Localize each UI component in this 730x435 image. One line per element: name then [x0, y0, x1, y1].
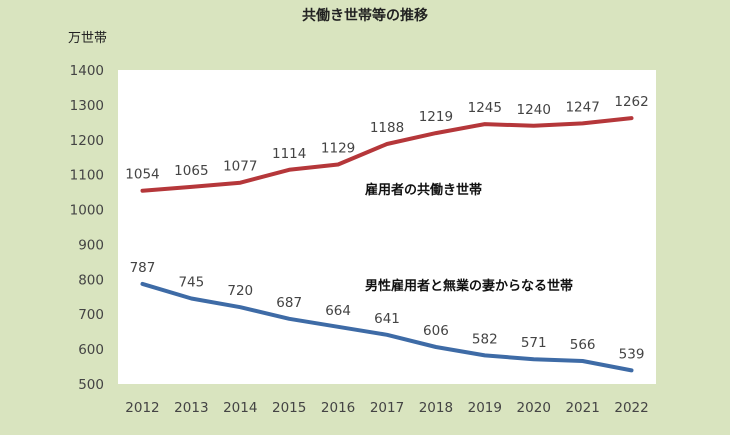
- x-tick-label: 2022: [614, 400, 648, 416]
- y-axis-ticks: 500 600 700 800 900 1000 1100 1200 1300 1400: [70, 63, 104, 393]
- y-tick-label: 1200: [70, 133, 104, 149]
- series-name-label: 雇用者の共働き世帯: [365, 182, 482, 198]
- series-name-label: 男性雇用者と無業の妻からなる世帯: [365, 278, 573, 294]
- data-label: 606: [423, 323, 449, 339]
- data-labels-layer: 1054 1065 1077 1114 1129 1188 1219 1245 1240 1247…: [125, 94, 648, 362]
- data-label: 1077: [223, 159, 257, 175]
- x-tick-label: 2016: [321, 400, 355, 416]
- data-label: 664: [325, 303, 351, 319]
- y-tick-label: 500: [78, 377, 104, 393]
- x-tick-label: 2014: [223, 400, 257, 416]
- x-axis-ticks: 2012 2013 2014 2015 2016 2017 2018 2019 2020 2021…: [125, 400, 648, 416]
- data-label: 745: [178, 275, 204, 291]
- data-label: 787: [130, 260, 156, 276]
- data-label: 687: [276, 295, 302, 311]
- data-label: 1245: [468, 100, 502, 116]
- x-tick-label: 2012: [125, 400, 159, 416]
- data-label: 1129: [321, 141, 355, 157]
- y-tick-label: 700: [78, 307, 104, 323]
- y-tick-label: 600: [78, 342, 104, 358]
- data-label: 641: [374, 311, 400, 327]
- x-tick-label: 2018: [419, 400, 453, 416]
- y-tick-label: 800: [78, 272, 104, 288]
- y-tick-label: 1300: [70, 98, 104, 114]
- data-label: 566: [570, 337, 596, 353]
- y-tick-label: 1100: [70, 168, 104, 184]
- x-tick-label: 2013: [174, 400, 208, 416]
- data-label: 571: [521, 335, 547, 351]
- data-label: 1240: [517, 102, 551, 118]
- data-label: 539: [619, 346, 645, 362]
- x-tick-label: 2019: [468, 400, 502, 416]
- y-tick-label: 1000: [70, 203, 104, 219]
- y-tick-label: 900: [78, 237, 104, 253]
- data-label: 1262: [614, 94, 648, 110]
- y-tick-label: 1400: [70, 63, 104, 79]
- x-tick-label: 2021: [565, 400, 599, 416]
- data-label: 720: [227, 283, 253, 299]
- chart-title: 共働き世帯等の推移: [302, 7, 428, 24]
- data-label: 1247: [565, 99, 599, 115]
- data-label: 1114: [272, 146, 306, 162]
- series-layer: [140, 116, 634, 373]
- data-label: 1188: [370, 120, 404, 136]
- x-tick-label: 2020: [517, 400, 551, 416]
- x-tick-label: 2017: [370, 400, 404, 416]
- data-label: 1219: [419, 109, 453, 125]
- x-tick-label: 2015: [272, 400, 306, 416]
- data-label: 1054: [125, 167, 159, 183]
- data-label: 1065: [174, 163, 208, 179]
- data-label: 582: [472, 331, 498, 347]
- y-axis-unit-label: 万世帯: [68, 31, 107, 46]
